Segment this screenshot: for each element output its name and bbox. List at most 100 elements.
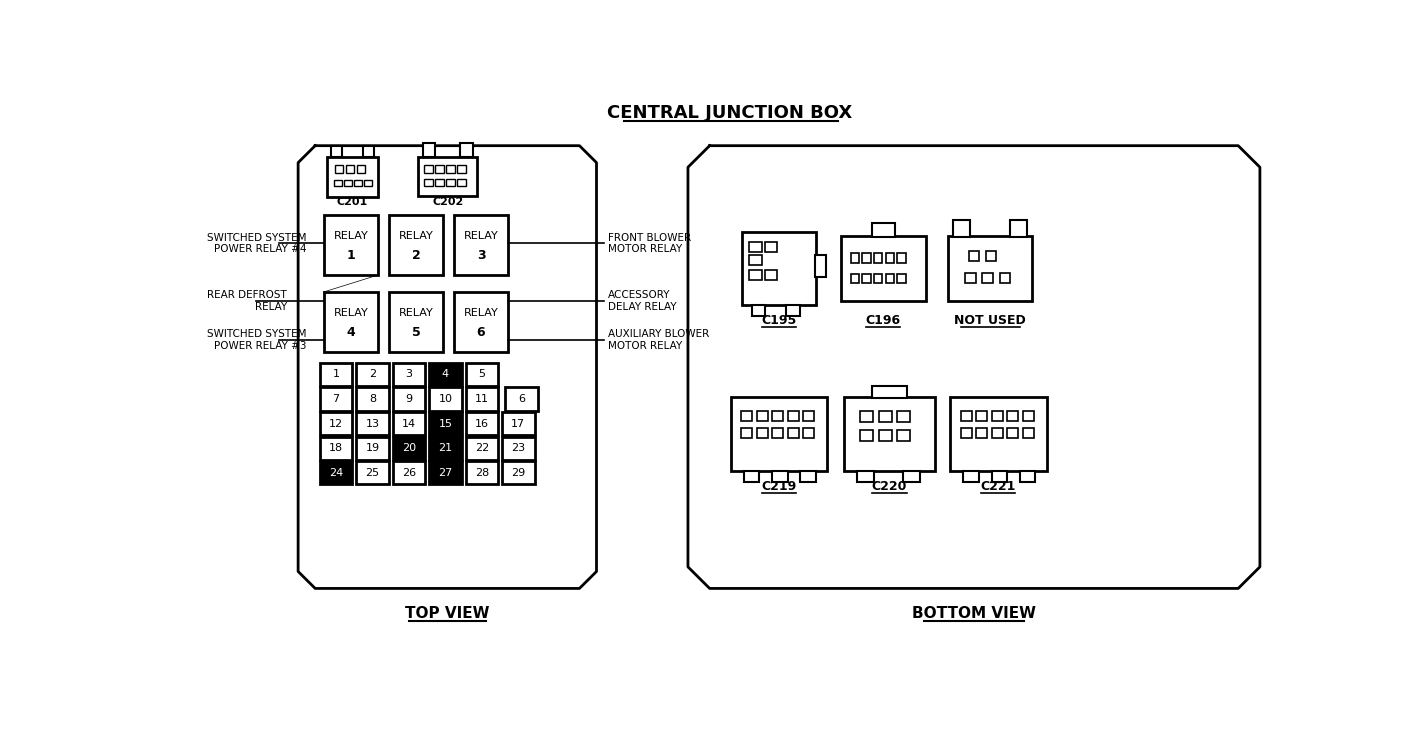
Bar — [1022, 427, 1034, 438]
Bar — [501, 412, 534, 435]
Bar — [393, 437, 426, 459]
Text: 27: 27 — [439, 468, 453, 478]
Bar — [365, 180, 372, 186]
Bar — [886, 253, 894, 262]
Text: ACCESSORY
DELAY RELAY: ACCESSORY DELAY RELAY — [608, 290, 676, 312]
Bar — [393, 362, 426, 386]
Bar — [454, 292, 508, 352]
Text: 15: 15 — [439, 419, 453, 429]
Text: 25: 25 — [366, 468, 380, 478]
Bar — [356, 437, 389, 459]
Bar — [429, 462, 461, 484]
Bar — [850, 253, 859, 262]
Bar — [800, 471, 816, 482]
Text: 2: 2 — [412, 249, 420, 262]
Bar — [752, 305, 766, 316]
Text: CENTRAL JUNCTION BOX: CENTRAL JUNCTION BOX — [607, 104, 853, 122]
Text: RELAY: RELAY — [464, 308, 498, 318]
Text: RELAY: RELAY — [333, 231, 369, 241]
Text: RELAY: RELAY — [464, 231, 498, 241]
Text: 14: 14 — [402, 419, 416, 429]
Text: 7: 7 — [333, 394, 340, 404]
Text: 26: 26 — [402, 468, 416, 478]
Bar — [320, 387, 352, 411]
Bar — [772, 411, 783, 420]
Bar — [963, 471, 978, 482]
Bar — [506, 387, 538, 411]
Bar — [787, 427, 799, 438]
Bar — [436, 165, 444, 173]
Bar — [343, 180, 352, 186]
Bar — [742, 411, 752, 420]
Bar — [897, 253, 906, 262]
Bar — [419, 157, 477, 196]
Bar — [356, 412, 389, 435]
Bar — [977, 411, 987, 420]
Text: C201: C201 — [336, 197, 367, 207]
Bar — [335, 165, 343, 173]
Bar — [1011, 220, 1027, 237]
Bar — [466, 387, 498, 411]
Bar — [1022, 411, 1034, 420]
Text: 4: 4 — [346, 326, 355, 338]
Bar — [897, 411, 910, 422]
Bar — [897, 274, 906, 283]
Text: 2: 2 — [369, 369, 376, 379]
Bar — [355, 180, 362, 186]
Text: 12: 12 — [329, 419, 343, 429]
Bar — [320, 437, 352, 459]
Bar — [320, 412, 352, 435]
Bar — [977, 427, 987, 438]
Bar — [743, 471, 759, 482]
Text: 11: 11 — [474, 394, 488, 404]
Text: 9: 9 — [406, 394, 413, 404]
Bar — [357, 165, 365, 173]
Polygon shape — [688, 146, 1260, 588]
Bar — [393, 387, 426, 411]
Bar — [501, 437, 534, 459]
Bar — [749, 270, 762, 280]
Text: 19: 19 — [366, 443, 380, 453]
Bar — [389, 215, 443, 275]
Bar — [840, 236, 926, 302]
Bar — [850, 274, 859, 283]
Polygon shape — [298, 146, 597, 588]
Text: 8: 8 — [369, 394, 376, 404]
Text: C195: C195 — [760, 314, 796, 327]
Text: C220: C220 — [871, 481, 907, 493]
Bar — [731, 398, 827, 471]
Bar — [389, 292, 443, 352]
Bar — [873, 386, 907, 399]
Bar — [874, 274, 883, 283]
Bar — [991, 471, 1007, 482]
Bar — [983, 273, 994, 283]
Text: SWITCHED SYSTEM
POWER RELAY #4: SWITCHED SYSTEM POWER RELAY #4 — [208, 232, 308, 254]
Bar — [356, 387, 389, 411]
Bar — [950, 398, 1047, 471]
Text: 21: 21 — [439, 443, 453, 453]
Bar — [786, 305, 800, 316]
Bar — [454, 215, 508, 275]
Bar — [429, 437, 461, 459]
Text: RELAY: RELAY — [399, 231, 433, 241]
Bar — [803, 411, 815, 420]
Bar — [991, 411, 1002, 420]
Text: 1: 1 — [346, 249, 355, 262]
Bar — [742, 427, 752, 438]
Text: C202: C202 — [431, 197, 463, 207]
Bar — [879, 430, 891, 441]
Bar — [903, 471, 920, 482]
Bar — [948, 236, 1032, 302]
Bar — [320, 462, 352, 484]
Text: 20: 20 — [402, 443, 416, 453]
Bar — [333, 180, 342, 186]
Bar — [857, 471, 874, 482]
Bar — [501, 462, 534, 484]
Bar — [466, 362, 498, 386]
Bar — [446, 165, 454, 173]
Bar — [466, 462, 498, 484]
Bar — [457, 179, 466, 186]
Bar — [765, 242, 778, 252]
Text: 16: 16 — [474, 419, 488, 429]
Text: BOTTOM VIEW: BOTTOM VIEW — [911, 606, 1035, 621]
